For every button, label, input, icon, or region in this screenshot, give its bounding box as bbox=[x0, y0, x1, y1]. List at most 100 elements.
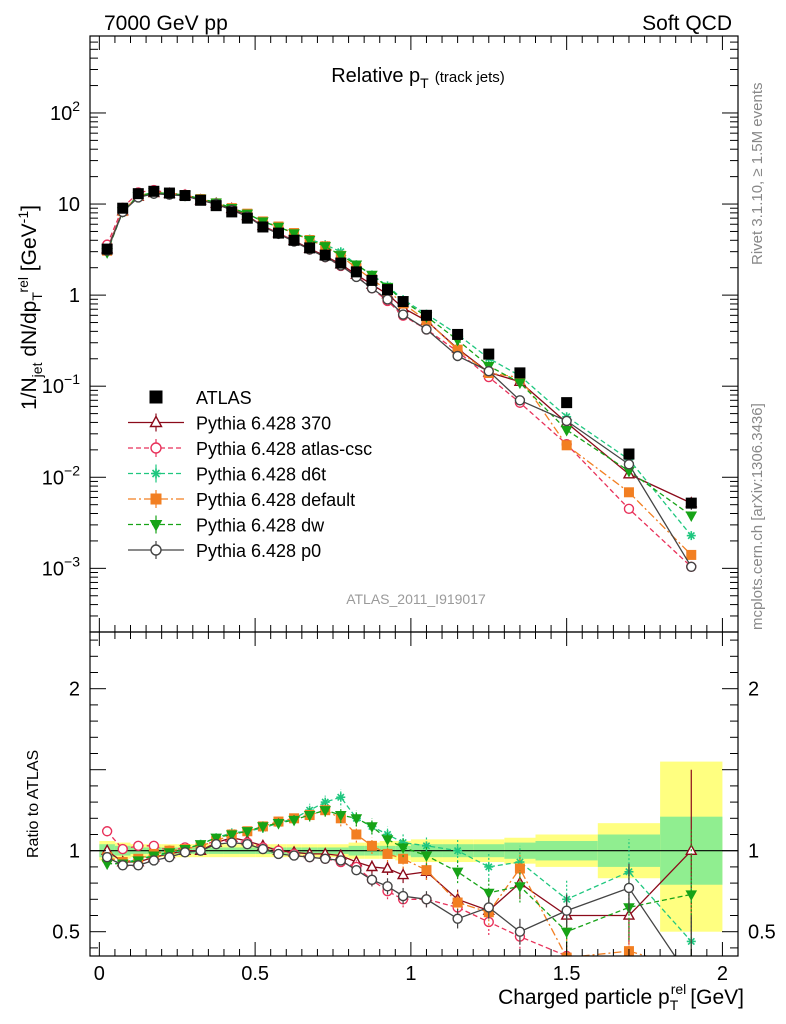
ratio-point-mc-3-21 bbox=[452, 897, 463, 908]
ratio-point-mc-5-23 bbox=[514, 926, 526, 937]
chart-title-main: Relative p bbox=[331, 65, 420, 87]
ratio-point-mc-5-19 bbox=[397, 890, 409, 902]
main-line-mc-4 bbox=[106, 191, 692, 517]
main-point-mc-5-23 bbox=[514, 395, 526, 406]
ratio-point-mc-4-23 bbox=[514, 882, 526, 893]
atlas-point-7 bbox=[210, 200, 222, 212]
main-line-mc-0 bbox=[106, 192, 692, 504]
legend-marker-5 bbox=[149, 520, 163, 532]
ratio-point-mc-0-18 bbox=[381, 861, 394, 873]
ratio-point-mc-5-15 bbox=[335, 855, 346, 866]
ratio-point-mc-4-8 bbox=[225, 830, 238, 841]
main-series-mc-3 bbox=[102, 187, 697, 560]
y-tick-label-ratio-left-0: 0.5 bbox=[52, 922, 80, 944]
legend-marker-3 bbox=[151, 468, 161, 479]
main-line-mc-3 bbox=[106, 191, 692, 556]
xlabel-main: Charged particle p bbox=[498, 986, 670, 1009]
legend-label-6: Pythia 6.428 p0 bbox=[196, 541, 321, 561]
x-tick-label-3: 1.5 bbox=[553, 963, 581, 985]
ratio-point-mc-5-13 bbox=[304, 851, 315, 863]
legend-label-4: Pythia 6.428 default bbox=[196, 490, 355, 510]
ratio-point-mc-5-21 bbox=[452, 913, 463, 924]
ratio-point-mc-5-1 bbox=[117, 860, 128, 871]
ratio-point-mc-5-9 bbox=[242, 839, 253, 850]
main-point-mc-5-25 bbox=[623, 459, 635, 470]
atlas-point-24 bbox=[561, 397, 573, 409]
ratio-point-mc-4-11 bbox=[272, 819, 285, 830]
main-point-mc-5-20 bbox=[421, 324, 432, 335]
legend-marker-0 bbox=[149, 390, 163, 404]
atlas-point-2 bbox=[132, 188, 144, 200]
atlas-point-14 bbox=[319, 249, 331, 261]
atlas-point-8 bbox=[226, 206, 238, 218]
main-line-mc-2 bbox=[106, 191, 692, 537]
main-point-mc-3-24 bbox=[561, 440, 572, 451]
ratio-point-mc-4-15 bbox=[334, 810, 347, 822]
ratio-point-mc-4-19 bbox=[397, 843, 409, 854]
ratio-point-mc-1-26 bbox=[687, 976, 696, 985]
ratio-point-mc-5-14 bbox=[320, 853, 331, 864]
main-series-mc-1 bbox=[101, 184, 697, 572]
atlas-point-19 bbox=[397, 296, 409, 308]
main-point-mc-5-19 bbox=[397, 309, 409, 320]
main-line-mc-5 bbox=[106, 193, 692, 568]
atlas-point-26 bbox=[685, 497, 697, 509]
ratio-point-mc-1-2 bbox=[133, 840, 144, 852]
ratio-point-mc-5-0 bbox=[101, 851, 113, 863]
atlas-point-6 bbox=[195, 194, 207, 206]
ratio-point-mc-4-26 bbox=[685, 890, 698, 901]
legend-label-5: Pythia 6.428 dw bbox=[196, 516, 325, 536]
ratio-point-mc-4-24 bbox=[560, 927, 573, 939]
ratio-point-mc-3-20 bbox=[421, 865, 432, 876]
legend-label-3: Pythia 6.428 d6t bbox=[196, 465, 326, 485]
ratio-point-mc-4-7 bbox=[210, 833, 222, 845]
ylabel-main-part1: 1/N bbox=[18, 377, 41, 410]
xlabel-sup: rel bbox=[671, 981, 687, 997]
main-point-mc-5-26 bbox=[686, 561, 697, 572]
ratio-point-mc-0-19 bbox=[396, 868, 410, 880]
ratio-point-mc-5-12 bbox=[288, 850, 300, 861]
ratio-point-mc-5-24 bbox=[561, 905, 572, 916]
energy-label: 7000 GeV pp bbox=[104, 12, 228, 35]
ratio-point-mc-3-17 bbox=[366, 840, 377, 851]
x-axis-label: Charged particle pTrel [GeV] bbox=[498, 981, 744, 1013]
y-tick-label-main-0: 10−3 bbox=[42, 553, 80, 580]
ratio-point-mc-1-25 bbox=[624, 968, 633, 977]
ratio-point-mc-3-18 bbox=[382, 848, 393, 859]
ratio-point-mc-5-16 bbox=[351, 864, 362, 876]
main-point-mc-4-13 bbox=[303, 235, 316, 247]
y-tick-label-main-2: 10−1 bbox=[42, 371, 80, 398]
side-source-label: mcplots.cern.ch [arXiv:1306.3436] bbox=[749, 403, 766, 630]
ylabel-main-sub2: T bbox=[29, 292, 45, 301]
y-axis-label-ratio: Ratio to ATLAS bbox=[25, 750, 42, 858]
ratio-point-mc-5-11 bbox=[273, 848, 284, 860]
atlas-point-11 bbox=[272, 227, 284, 239]
ratio-point-mc-4-20 bbox=[420, 851, 433, 862]
ylabel-main-sup2: rel bbox=[15, 277, 31, 293]
ratio-point-mc-0-17 bbox=[365, 860, 379, 872]
main-point-mc-4-26 bbox=[685, 511, 698, 523]
ylabel-main-part2: dN/dp bbox=[18, 301, 41, 363]
main-frame bbox=[89, 35, 739, 633]
legend-marker-6 bbox=[150, 544, 162, 556]
ylabel-main-units: [GeV bbox=[18, 223, 41, 277]
process-label: Soft QCD bbox=[642, 12, 732, 35]
ratio-point-mc-2-15 bbox=[336, 792, 346, 802]
atlas-point-25 bbox=[623, 448, 635, 460]
ratio-point-mc-3-26 bbox=[687, 964, 696, 973]
legend-marker-4 bbox=[150, 493, 162, 505]
main-point-mc-4-15 bbox=[334, 251, 347, 262]
atlas-point-23 bbox=[514, 367, 526, 379]
ratio-point-mc-5-26 bbox=[687, 976, 696, 985]
analysis-id: ATLAS_2011_I919017 bbox=[346, 591, 486, 607]
ratio-point-mc-5-20 bbox=[421, 894, 432, 905]
main-point-mc-4-24 bbox=[560, 425, 573, 437]
atlas-point-13 bbox=[304, 242, 316, 254]
ratio-point-mc-5-22 bbox=[483, 902, 494, 913]
ratio-point-mc-4-21 bbox=[451, 867, 464, 879]
y-axis-label-main: 1/Njet dN/dpTrel [GeV-1] bbox=[15, 205, 45, 410]
legend-label-1: Pythia 6.428 370 bbox=[196, 414, 331, 434]
y-tick-label-main-4: 10 bbox=[58, 194, 80, 216]
y-tick-label-main-5: 102 bbox=[50, 98, 80, 125]
y-tick-label-ratio-right-2: 2 bbox=[748, 679, 759, 701]
